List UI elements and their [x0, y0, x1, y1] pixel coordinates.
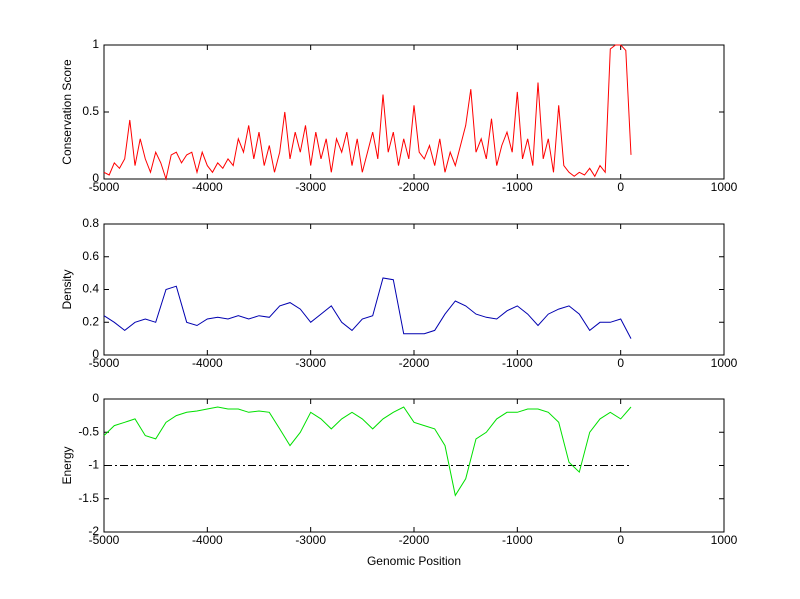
x-tick-label: -1000	[502, 356, 533, 370]
x-tick-label: 0	[617, 533, 624, 547]
x-tick-label: -2000	[399, 533, 430, 547]
y-tick-label: 0.6	[82, 249, 99, 263]
y-axis-label: Energy	[60, 446, 74, 484]
axes-frame	[103, 223, 725, 356]
y-tick-label: 0.5	[82, 104, 99, 118]
y-tick-label: -1.5	[78, 491, 99, 505]
data-line	[103, 277, 632, 339]
y-tick-label: 1	[92, 37, 99, 51]
y-tick-label: 0	[92, 391, 99, 405]
x-tick-label: 1000	[711, 533, 738, 547]
x-tick-label: 0	[617, 356, 624, 370]
axes-frame	[103, 44, 725, 180]
y-axis-label: Density	[60, 269, 74, 309]
x-tick-label: -1000	[502, 533, 533, 547]
y-tick-label: 0.8	[82, 216, 99, 230]
data-line	[103, 44, 632, 181]
x-tick-label: -4000	[192, 356, 223, 370]
data-line	[103, 406, 632, 497]
x-tick-label: -3000	[295, 180, 326, 194]
x-tick-label: -4000	[192, 180, 223, 194]
x-axis-label: Genomic Position	[367, 554, 461, 568]
x-tick-label: -1000	[502, 180, 533, 194]
x-tick-label: -2000	[399, 356, 430, 370]
x-tick-label: 1000	[711, 180, 738, 194]
y-tick-label: -2	[88, 524, 99, 538]
y-tick-label: -0.5	[78, 424, 99, 438]
x-tick-label: -3000	[295, 356, 326, 370]
x-tick-label: -4000	[192, 533, 223, 547]
y-tick-label: 0	[92, 171, 99, 185]
x-tick-label: -2000	[399, 180, 430, 194]
x-tick-label: 1000	[711, 356, 738, 370]
x-tick-label: -5000	[89, 356, 120, 370]
x-tick-label: -5000	[89, 180, 120, 194]
y-tick-label: 0.4	[82, 282, 99, 296]
x-tick-label: -3000	[295, 533, 326, 547]
y-tick-label: 0	[92, 347, 99, 361]
y-tick-label: 0.2	[82, 314, 99, 328]
y-axis-label: Conservation Score	[60, 59, 74, 165]
x-tick-label: -5000	[89, 533, 120, 547]
x-tick-label: 0	[617, 180, 624, 194]
y-tick-label: -1	[88, 458, 99, 472]
